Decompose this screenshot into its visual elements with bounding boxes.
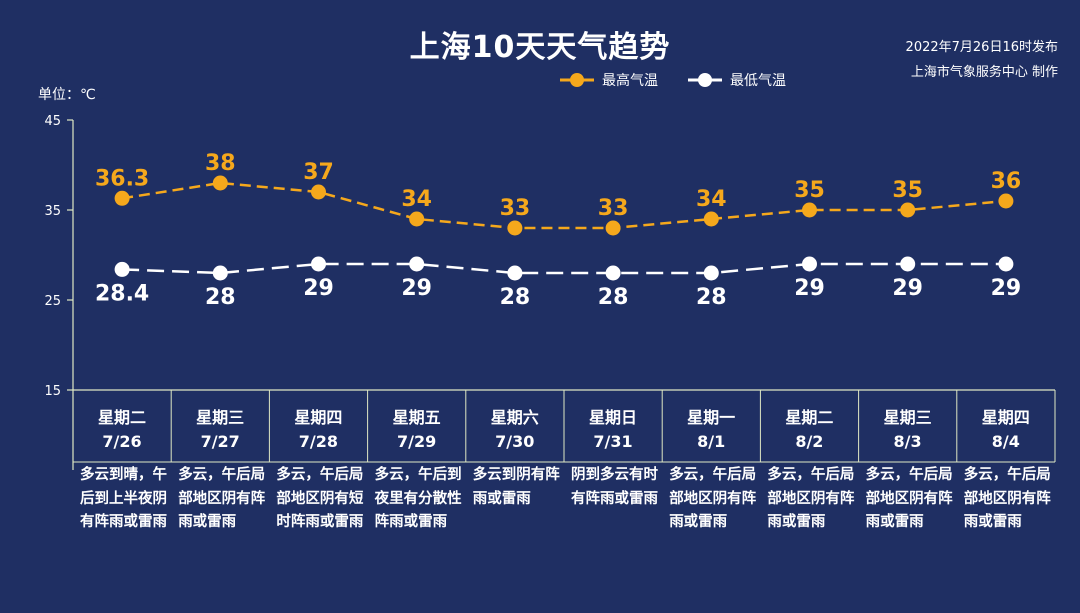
data-point-high xyxy=(409,211,425,227)
data-label-low: 29 xyxy=(401,276,432,301)
day-date: 7/29 xyxy=(396,432,437,451)
data-point-high xyxy=(998,193,1014,209)
page-title: 上海10天天气趋势 xyxy=(409,30,671,65)
data-label-high: 37 xyxy=(303,160,334,185)
series-line-low xyxy=(122,262,1006,275)
day-date: 8/4 xyxy=(991,432,1020,451)
day-weather-description: 多云到晴，午后到上半夜阴有阵雨或雷雨 xyxy=(80,467,167,530)
day-weekday: 星期三 xyxy=(883,408,932,427)
legend-item-low: 最低气温 xyxy=(688,70,786,90)
day-date: 7/27 xyxy=(200,432,240,451)
data-label-high: 38 xyxy=(205,151,236,176)
data-point-high xyxy=(802,202,817,218)
data-label-high: 33 xyxy=(598,196,629,221)
legend-high-label: 最高气温 xyxy=(602,73,658,89)
day-weather-description: 多云，午后到夜里有分散性阵雨或雷雨 xyxy=(374,467,462,530)
day-weather-description: 多云，午后局部地区阴有阵雨或雷雨 xyxy=(669,467,757,530)
y-tick-label: 35 xyxy=(44,204,61,219)
day-weekday: 星期四 xyxy=(981,408,1030,427)
data-label-low: 29 xyxy=(892,276,923,301)
y-tick-label: 15 xyxy=(44,384,61,399)
data-label-low: 28 xyxy=(598,285,629,310)
data-label-high: 33 xyxy=(500,196,531,221)
chart-axes xyxy=(72,120,1056,470)
day-date: 7/31 xyxy=(593,432,633,451)
data-point-high xyxy=(703,211,719,227)
data-point-low xyxy=(605,265,621,281)
data-point-high xyxy=(900,202,916,218)
data-point-high xyxy=(605,220,621,236)
data-point-low xyxy=(212,265,228,281)
day-date: 8/2 xyxy=(795,432,824,451)
publish-time: 2022年7月26日16时发布 xyxy=(905,40,1058,55)
day-weather-description: 多云，午后局部地区阴有阵雨或雷雨 xyxy=(963,467,1051,530)
day-weekday: 星期四 xyxy=(294,408,343,427)
data-label-low: 28 xyxy=(500,285,531,310)
data-point-low xyxy=(703,265,719,281)
data-point-low xyxy=(998,256,1014,272)
day-weather-description: 多云，午后局部地区阴有阵雨或雷雨 xyxy=(767,467,855,530)
legend-low-label: 最低气温 xyxy=(730,73,786,89)
data-point-low xyxy=(311,256,326,272)
data-label-high: 35 xyxy=(892,178,923,203)
data-label-low: 29 xyxy=(303,276,334,301)
day-date: 8/1 xyxy=(697,432,726,451)
y-tick-label: 45 xyxy=(44,114,61,129)
data-labels: 36.3 38 37 34 33 33 34 35 35 36 28.4 28 29 29 28 28 28 29… xyxy=(95,151,1021,310)
data-point-high xyxy=(212,175,228,191)
data-point-low xyxy=(900,256,916,272)
data-label-low: 29 xyxy=(991,276,1022,301)
legend: 最高气温 最低气温 xyxy=(560,70,816,90)
data-label-high: 34 xyxy=(401,187,432,212)
day-weekday: 星期二 xyxy=(785,408,834,427)
unit-label: 单位：℃ xyxy=(38,87,96,103)
day-weekday: 星期五 xyxy=(392,408,441,427)
y-tick-label: 25 xyxy=(44,294,61,309)
day-weather-description: 多云，午后局部地区阴有阵雨或雷雨 xyxy=(865,467,953,530)
data-point-low xyxy=(409,256,425,272)
day-weekday: 星期日 xyxy=(588,408,637,427)
data-point-high xyxy=(114,190,130,206)
day-date: 7/30 xyxy=(495,432,535,451)
data-point-high xyxy=(311,184,326,200)
day-date: 7/28 xyxy=(298,432,339,451)
data-label-high: 36 xyxy=(991,169,1022,194)
data-point-low xyxy=(802,256,817,272)
series-points xyxy=(114,175,1014,281)
day-weekday: 星期一 xyxy=(687,408,736,427)
day-weather-description: 多云，午后局部地区阴有短时阵雨或雷雨 xyxy=(276,467,364,530)
data-label-low: 28 xyxy=(205,285,236,310)
data-point-high xyxy=(507,220,523,236)
day-weather-description: 阴到多云有时有阵雨或雷雨 xyxy=(571,467,658,507)
data-point-low xyxy=(507,265,523,281)
series-line-high xyxy=(121,181,1007,230)
day-date: 8/3 xyxy=(893,432,922,451)
day-weather-description: 多云到阴有阵雨或雷雨 xyxy=(472,467,560,507)
y-axis-ticks: 15 25 35 45 xyxy=(44,114,73,399)
day-weekday: 星期三 xyxy=(196,408,245,427)
data-label-low: 28.4 xyxy=(95,281,149,306)
data-label-low: 29 xyxy=(794,276,825,301)
day-weather-description: 多云，午后局部地区阴有阵雨或雷雨 xyxy=(178,467,266,530)
series-lines xyxy=(121,181,1007,275)
data-label-high: 34 xyxy=(696,187,727,212)
legend-high-marker-icon xyxy=(560,73,594,87)
data-label-low: 28 xyxy=(696,285,727,310)
data-label-high: 35 xyxy=(794,178,825,203)
day-weekday: 星期二 xyxy=(97,408,146,427)
day-weekday: 星期六 xyxy=(490,408,539,427)
data-label-high: 36.3 xyxy=(95,166,149,191)
publisher: 上海市气象服务中心 制作 xyxy=(910,65,1058,80)
legend-low-marker-icon xyxy=(688,73,722,87)
data-point-low xyxy=(114,261,130,277)
legend-item-high: 最高气温 xyxy=(560,70,658,90)
day-date: 7/26 xyxy=(102,432,142,451)
